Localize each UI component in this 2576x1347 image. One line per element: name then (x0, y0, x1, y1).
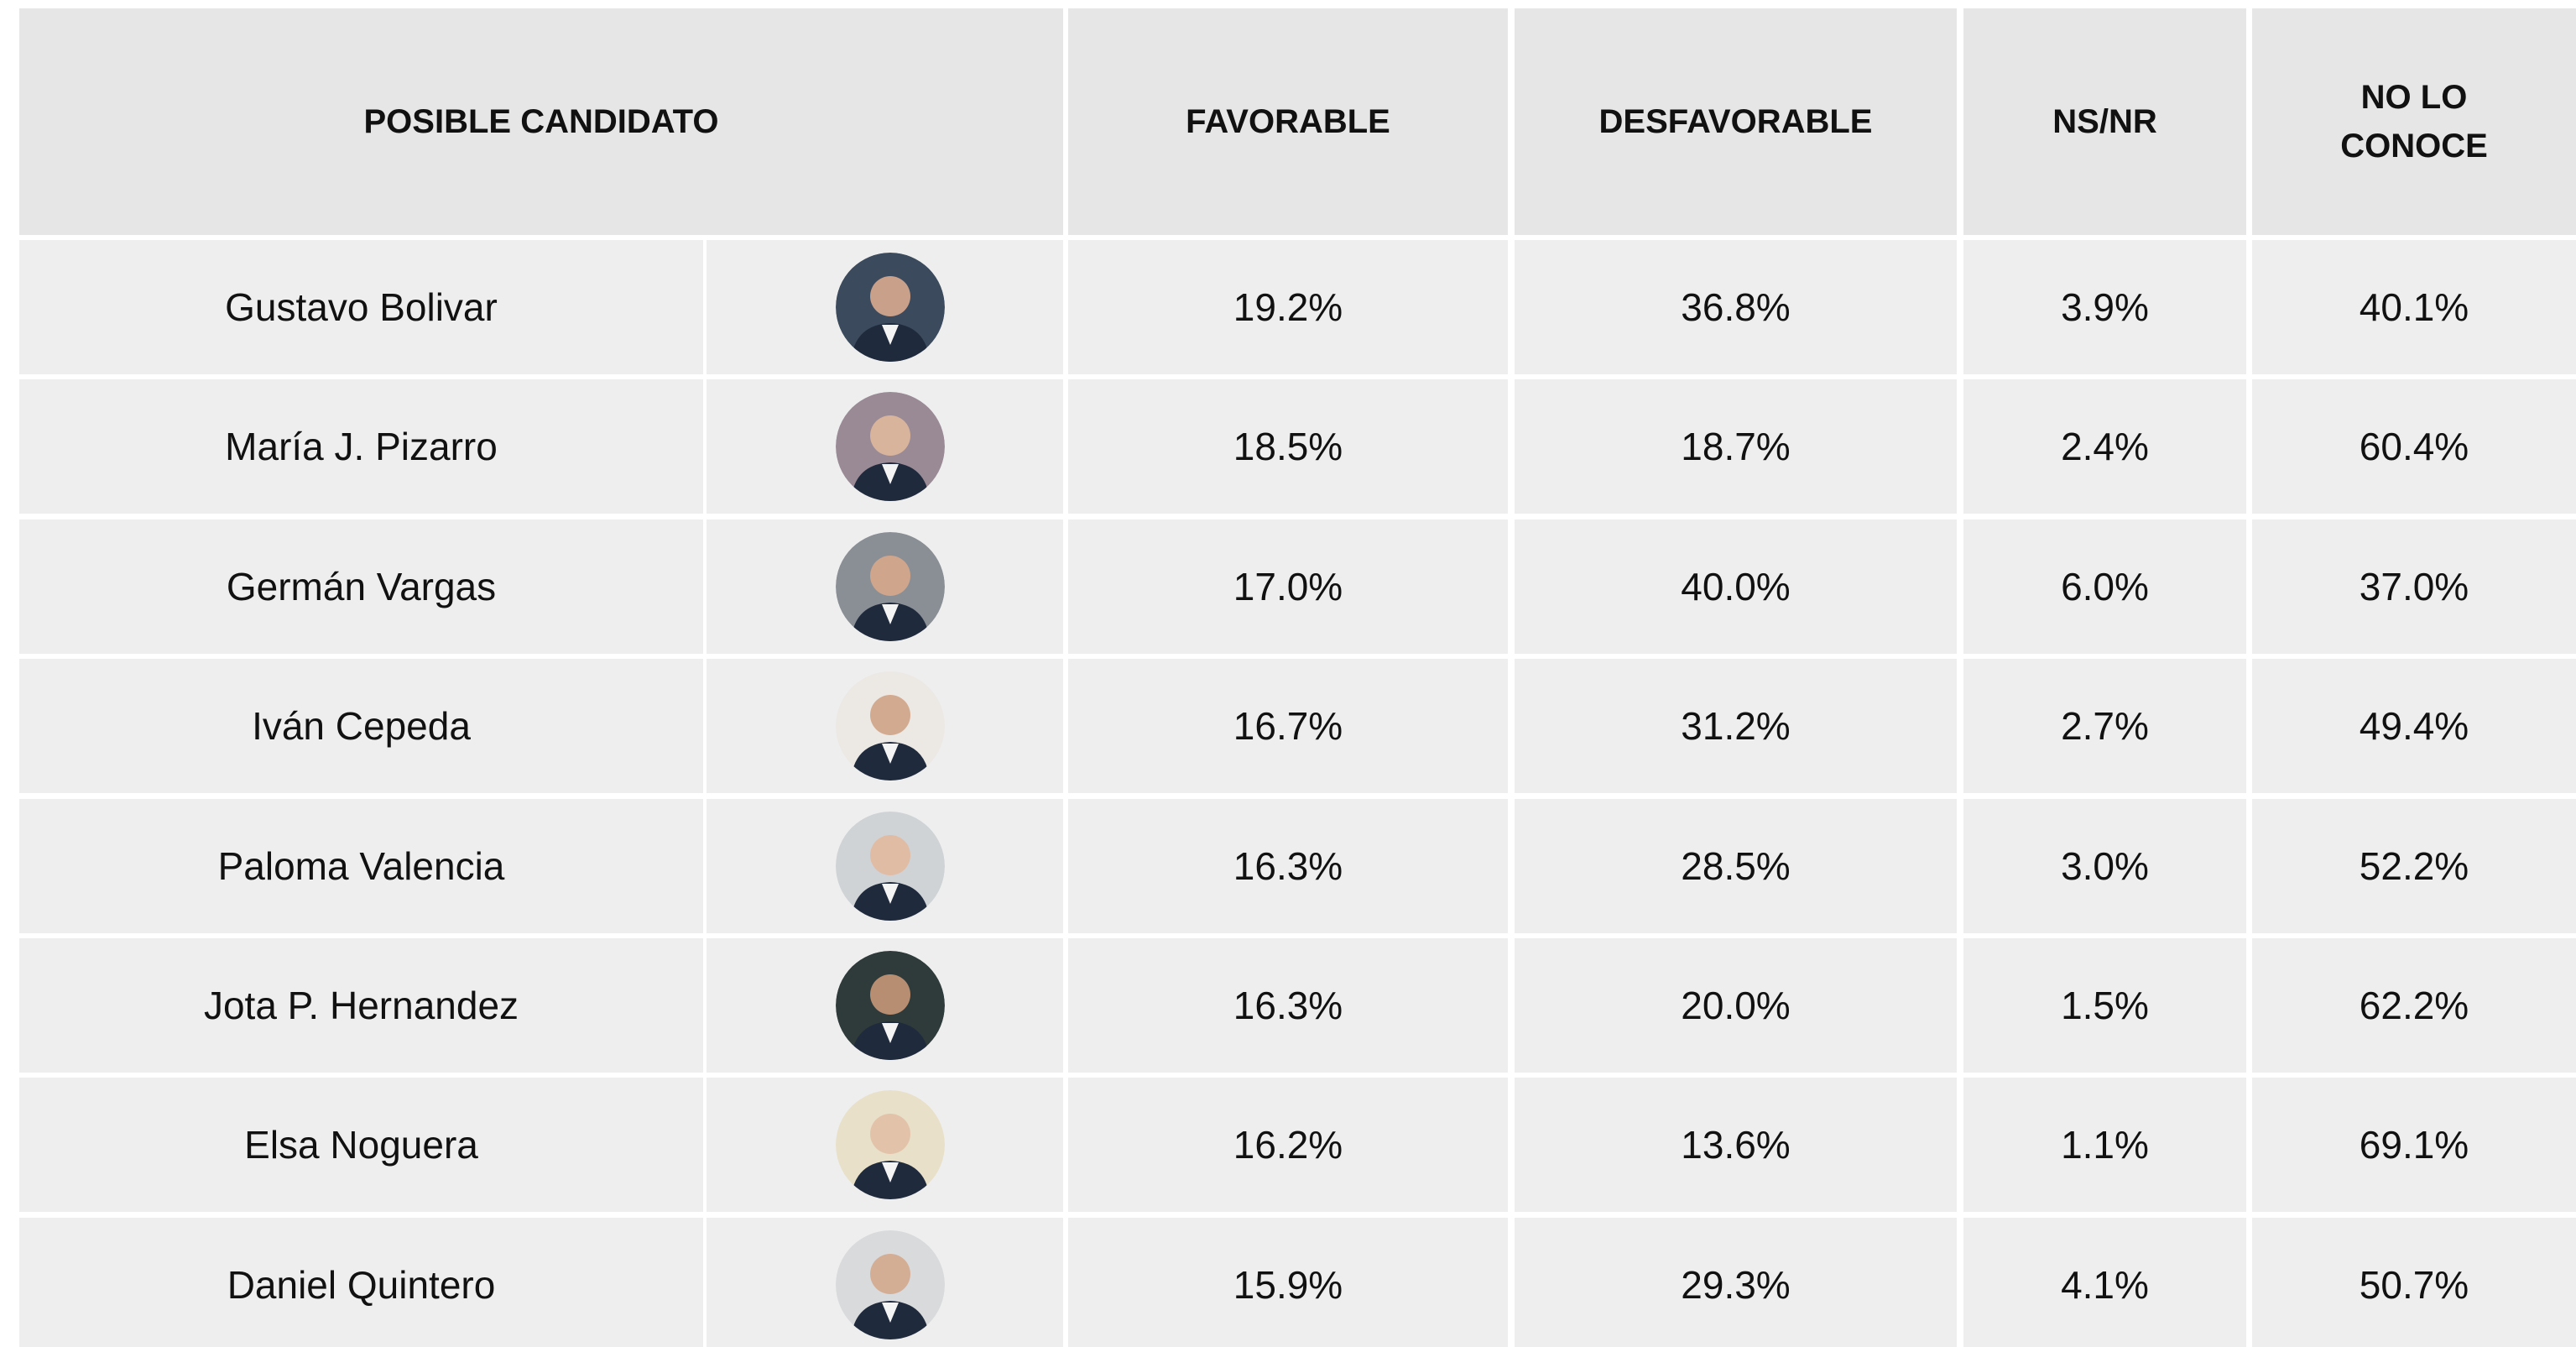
candidate-name: Germán Vargas (19, 519, 703, 654)
value-cell: 52.2% (2252, 798, 2576, 933)
value-cell: 37.0% (2252, 519, 2576, 654)
value-cell: 16.7% (1068, 659, 1508, 794)
header-nsnr: NS/NR (1963, 8, 2246, 235)
value-cell: 49.4% (2252, 659, 2576, 794)
candidate-photo (836, 253, 945, 362)
value-cell: 18.7% (1515, 379, 1957, 514)
value-cell: 16.3% (1068, 798, 1508, 933)
candidate-photo (836, 1090, 945, 1200)
value-cell: 16.3% (1068, 938, 1508, 1073)
candidate-name: Gustavo Bolivar (19, 240, 703, 374)
value-cell: 3.0% (1963, 798, 2246, 933)
value-cell: 1.5% (1963, 938, 2246, 1073)
candidate-name: Elsa Noguera (19, 1078, 703, 1213)
value-cell: 1.1% (1963, 1078, 2246, 1213)
candidate-photo (836, 811, 945, 921)
value-cell: 19.2% (1068, 240, 1508, 374)
candidate-photo (836, 392, 945, 502)
value-cell: 36.8% (1515, 240, 1957, 374)
header-unfavorable: DESFAVORABLE (1515, 8, 1957, 235)
value-cell: 3.9% (1963, 240, 2246, 374)
header-favorable: FAVORABLE (1068, 8, 1508, 235)
header-candidate: POSIBLE CANDIDATO (19, 8, 1063, 235)
value-cell: 6.0% (1963, 519, 2246, 654)
header-unknown: NO LO CONOCE (2252, 8, 2576, 235)
value-cell: 2.4% (1963, 379, 2246, 514)
value-cell: 18.5% (1068, 379, 1508, 514)
candidate-name: Jota P. Hernandez (19, 938, 703, 1073)
value-cell: 2.7% (1963, 659, 2246, 794)
value-cell: 31.2% (1515, 659, 1957, 794)
value-cell: 29.3% (1515, 1217, 1957, 1347)
candidate-name: María J. Pizarro (19, 379, 703, 514)
candidate-name: Iván Cepeda (19, 659, 703, 794)
value-cell: 15.9% (1068, 1217, 1508, 1347)
value-cell: 13.6% (1515, 1078, 1957, 1213)
candidate-photo (836, 671, 945, 781)
value-cell: 69.1% (2252, 1078, 2576, 1213)
value-cell: 17.0% (1068, 519, 1508, 654)
value-cell: 40.0% (1515, 519, 1957, 654)
value-cell: 40.1% (2252, 240, 2576, 374)
value-cell: 60.4% (2252, 379, 2576, 514)
value-cell: 16.2% (1068, 1078, 1508, 1213)
value-cell: 4.1% (1963, 1217, 2246, 1347)
value-cell: 62.2% (2252, 938, 2576, 1073)
value-cell: 20.0% (1515, 938, 1957, 1073)
candidate-name: Paloma Valencia (19, 798, 703, 933)
candidate-name: Daniel Quintero (19, 1217, 703, 1347)
candidate-photo (836, 951, 945, 1060)
value-cell: 50.7% (2252, 1217, 2576, 1347)
candidate-photo (836, 531, 945, 641)
value-cell: 28.5% (1515, 798, 1957, 933)
candidate-photo (836, 1230, 945, 1339)
